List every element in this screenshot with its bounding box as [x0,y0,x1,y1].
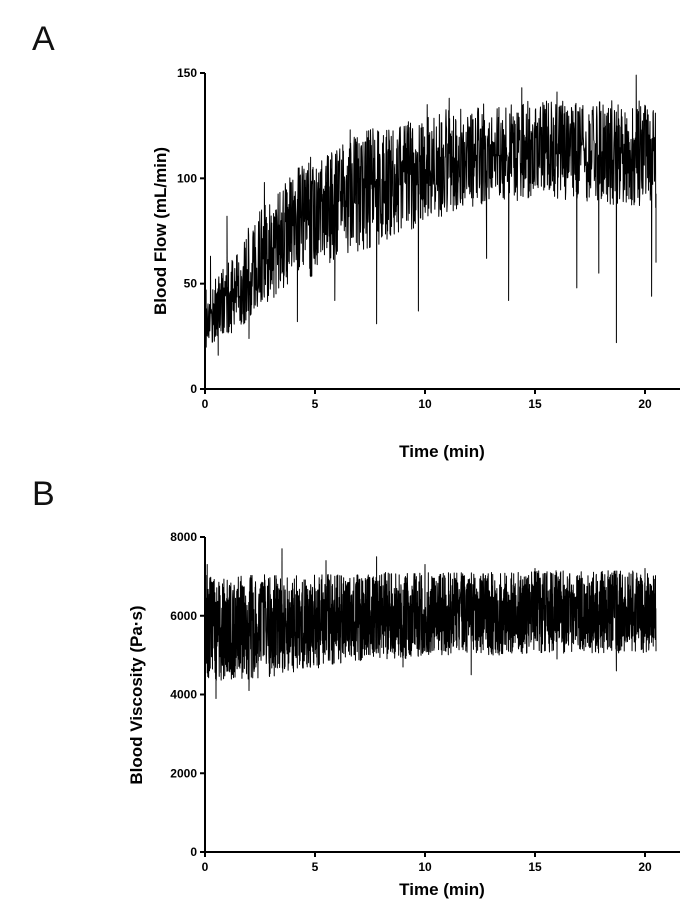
x-tick-label-a-4: 20 [638,397,652,411]
y-ticks-b: 0 2000 4000 6000 8000 [170,530,205,859]
x-tick-label-b-1: 5 [312,860,319,874]
y-tick-label-a-3: 150 [177,66,197,80]
y-tick-label-b-1: 2000 [170,766,197,780]
x-ticks-b: 0 5 10 15 20 [202,852,652,874]
y-axis-label-b: Blood Viscosity (Pa·s) [127,605,146,784]
y-tick-label-a-0: 0 [190,382,197,396]
y-tick-label-a-2: 100 [177,171,197,185]
x-tick-label-b-3: 15 [528,860,542,874]
x-axis-label-b: Time (min) [399,880,485,899]
blood-flow-trace [204,74,657,373]
x-tick-label-a-2: 10 [418,397,432,411]
y-tick-label-b-3: 6000 [170,609,197,623]
panel-label-a: A [32,20,55,58]
y-tick-label-b-4: 8000 [170,530,197,544]
blood-viscosity-trace [204,548,657,699]
x-tick-label-a-1: 5 [312,397,319,411]
x-tick-label-b-4: 20 [638,860,652,874]
y-tick-label-b-2: 4000 [170,688,197,702]
panel-label-b: B [32,475,55,513]
y-axis-label-a: Blood Flow (mL/min) [151,147,170,315]
x-tick-label-b-0: 0 [202,860,209,874]
x-ticks-a: 0 5 10 15 20 [202,389,652,411]
x-tick-label-a-0: 0 [202,397,209,411]
y-tick-label-b-0: 0 [190,845,197,859]
x-axis-label-a: Time (min) [399,442,485,461]
y-ticks-a: 0 50 100 150 [177,66,205,396]
x-tick-label-b-2: 10 [418,860,432,874]
panel-a: A 0 50 100 150 0 5 10 15 20 Time (min) Blood Fl… [32,20,680,461]
x-tick-label-a-3: 15 [528,397,542,411]
y-tick-label-a-1: 50 [184,277,198,291]
